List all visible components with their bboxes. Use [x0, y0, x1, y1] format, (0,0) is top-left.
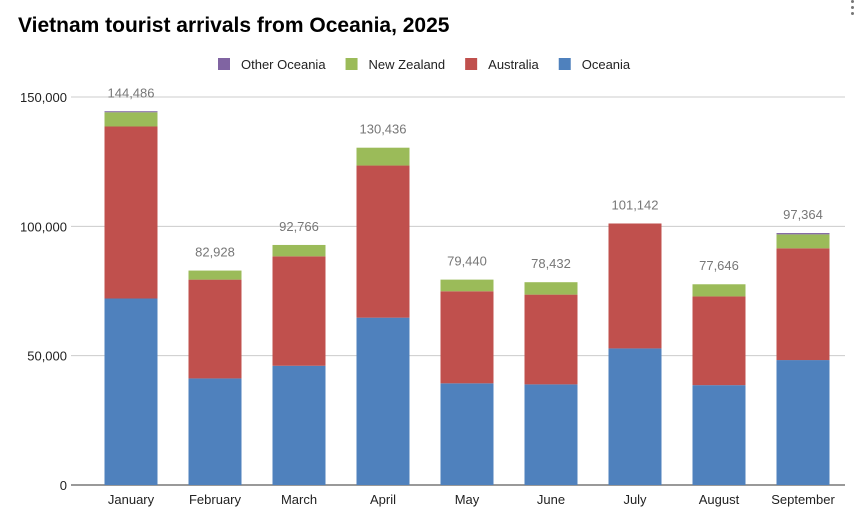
x-tick-label: May — [455, 492, 480, 507]
bar-segment-australia — [692, 296, 746, 386]
x-tick-label: February — [189, 492, 242, 507]
bar-segment-australia — [188, 279, 242, 379]
chart-title: Vietnam tourist arrivals from Oceania, 2… — [18, 14, 450, 37]
x-tick-label: January — [108, 492, 155, 507]
x-tick-label: April — [370, 492, 396, 507]
bar-segment-australia — [272, 256, 326, 366]
bar-segment-other-oceania — [776, 233, 830, 235]
bar-segment-oceania — [776, 360, 830, 485]
x-tick-label: August — [699, 492, 740, 507]
total-data-label: 97,364 — [783, 207, 823, 222]
legend-swatch — [465, 58, 478, 70]
legend-label: Other Oceania — [241, 57, 326, 72]
y-tick-label: 50,000 — [27, 349, 67, 364]
x-tick-label: March — [281, 492, 317, 507]
y-tick-label: 150,000 — [20, 90, 67, 105]
x-tick-label: June — [537, 492, 565, 507]
legend-swatch — [558, 58, 571, 70]
bar-segment-new-zealand — [440, 279, 494, 292]
bar-segment-new-zealand — [776, 234, 830, 249]
bar-segment-australia — [776, 248, 830, 361]
legend-swatch — [218, 58, 230, 70]
bar-segment-other-oceania — [104, 111, 158, 113]
bar-segment-new-zealand — [524, 282, 578, 295]
bar-segment-australia — [608, 223, 662, 349]
total-data-label: 78,432 — [531, 256, 571, 271]
bar-segment-oceania — [356, 317, 410, 485]
bar-segment-australia — [356, 165, 410, 318]
bar-segment-new-zealand — [272, 244, 326, 257]
total-data-label: 92,766 — [279, 219, 319, 234]
y-tick-label: 0 — [60, 478, 67, 493]
bar-segment-oceania — [608, 348, 662, 485]
bar-segment-new-zealand — [104, 112, 158, 127]
total-data-label: 101,142 — [612, 197, 659, 212]
bar-segment-oceania — [692, 385, 746, 485]
more-options-icon[interactable] — [848, 0, 856, 22]
bar-segment-oceania — [272, 365, 326, 485]
legend-label: Oceania — [582, 57, 631, 72]
bar-segment-new-zealand — [188, 270, 242, 280]
bar-segment-oceania — [440, 383, 494, 485]
bar-segment-australia — [104, 126, 158, 299]
y-tick-label: 100,000 — [20, 219, 67, 234]
total-data-label: 82,928 — [195, 244, 235, 259]
total-data-label: 77,646 — [699, 258, 739, 273]
bar-segment-australia — [440, 291, 494, 384]
x-tick-label: July — [623, 492, 647, 507]
bar-segment-oceania — [524, 384, 578, 485]
legend-label: New Zealand — [369, 57, 446, 72]
total-data-label: 79,440 — [447, 254, 487, 269]
total-data-label: 130,436 — [360, 122, 407, 137]
legend-swatch — [345, 58, 358, 70]
x-tick-label: September — [771, 492, 835, 507]
legend-label: Australia — [488, 57, 539, 72]
bar-segment-australia — [524, 294, 578, 385]
bar-segment-new-zealand — [692, 284, 746, 297]
bar-segment-new-zealand — [356, 147, 410, 166]
total-data-label: 144,486 — [108, 85, 155, 100]
bar-segment-oceania — [188, 378, 242, 485]
bar-segment-oceania — [104, 298, 158, 485]
